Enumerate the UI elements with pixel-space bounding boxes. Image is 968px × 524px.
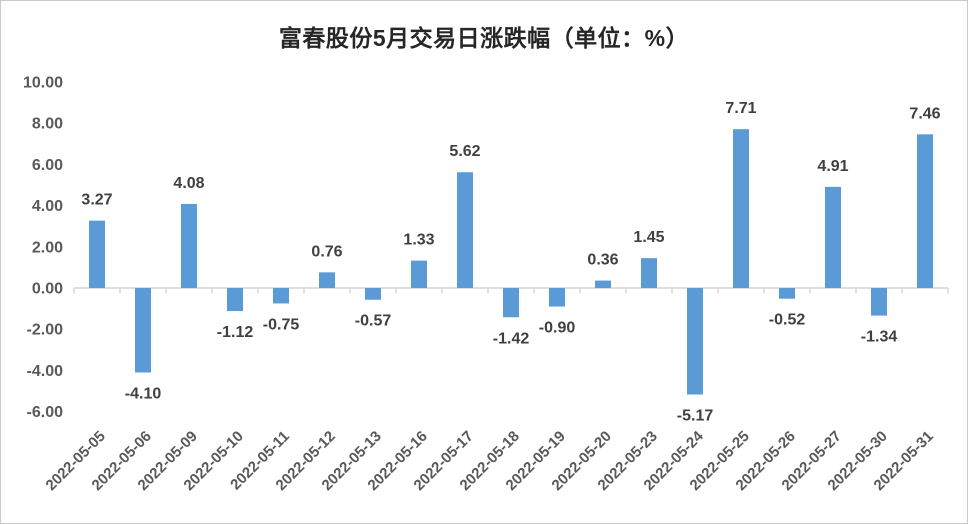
bar-value-label: 0.36 <box>587 252 618 269</box>
chart-title: 富春股份5月交易日涨跌幅（单位：%） <box>278 25 690 51</box>
bar-value-label: 7.46 <box>909 105 940 122</box>
bar <box>549 288 565 307</box>
bar <box>503 288 519 318</box>
bar-value-label: 7.71 <box>725 100 756 117</box>
bar <box>457 172 473 288</box>
bar-value-label: -4.10 <box>125 385 162 402</box>
bar <box>641 258 657 288</box>
bar-value-label: -1.12 <box>217 324 254 341</box>
bar <box>89 220 105 288</box>
bar-value-label: 0.76 <box>311 243 342 260</box>
bar <box>779 288 795 299</box>
bar <box>273 288 289 304</box>
y-tick-label: -6.00 <box>27 404 64 421</box>
bar <box>687 288 703 395</box>
y-tick-label: 8.00 <box>32 116 63 133</box>
bar <box>871 288 887 316</box>
bar <box>319 272 335 288</box>
bar-value-label: -0.52 <box>769 312 806 329</box>
y-tick-label: -2.00 <box>27 322 64 339</box>
bar-value-label: -0.75 <box>263 316 300 333</box>
bar-value-label: 4.91 <box>817 158 848 175</box>
bar <box>181 203 197 288</box>
y-tick-label: 10.00 <box>23 75 63 92</box>
bar-value-label: -0.90 <box>539 320 576 337</box>
bar-value-label: 5.62 <box>449 143 480 160</box>
y-tick-label: 4.00 <box>32 198 63 215</box>
bar-value-label: -0.57 <box>355 313 392 330</box>
bar-value-label: -5.17 <box>677 408 714 425</box>
y-tick-label: 0.00 <box>32 281 63 298</box>
bar-value-label: 1.33 <box>403 232 434 249</box>
bar <box>917 134 933 288</box>
bar <box>595 280 611 288</box>
bar <box>135 288 151 373</box>
bar <box>733 129 749 288</box>
bar-value-label: 1.45 <box>633 229 664 246</box>
y-tick-label: -4.00 <box>27 363 64 380</box>
y-tick-label: 2.00 <box>32 239 63 256</box>
bar-value-label: -1.42 <box>493 330 530 347</box>
y-tick-label: 6.00 <box>32 157 63 174</box>
bar <box>365 288 381 300</box>
bar-value-label: -1.34 <box>861 329 898 346</box>
bar <box>227 288 243 312</box>
bar-value-label: 4.08 <box>173 175 204 192</box>
bar <box>411 260 427 288</box>
bar-value-label: 3.27 <box>81 192 112 209</box>
bar <box>825 186 841 288</box>
